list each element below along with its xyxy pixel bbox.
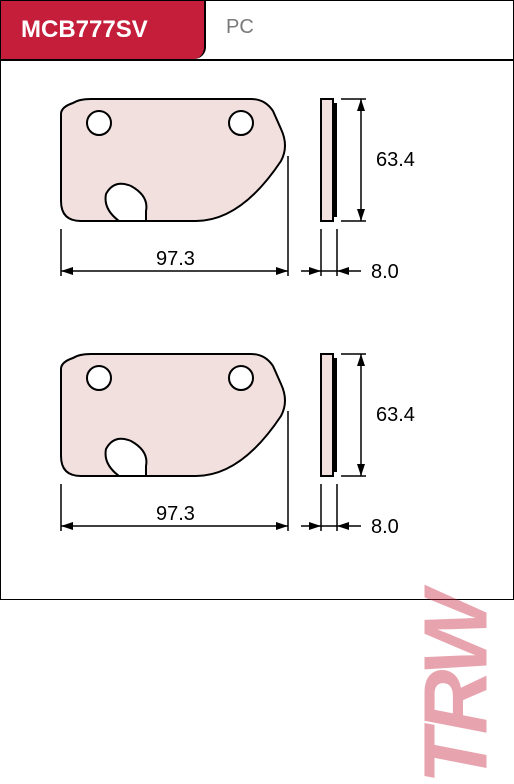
pad1-thickness-dimension: 8.0 <box>301 229 399 283</box>
technical-drawing: 63.4 97.3 8.0 <box>1 61 514 601</box>
pad2-front-view <box>61 354 285 476</box>
header: MCB777SV PC <box>1 1 513 61</box>
diagram-area: TRW 63.4 <box>1 61 513 601</box>
pad2-thickness-label: 8.0 <box>371 516 399 538</box>
pad1-height-dimension: 63.4 <box>341 99 415 221</box>
category-label: PC <box>206 1 274 59</box>
pad1-thickness-label: 8.0 <box>371 261 399 283</box>
pad2-width-label: 97.3 <box>156 503 195 525</box>
pad2-side-view <box>321 354 337 476</box>
pad1-front-view <box>61 99 285 221</box>
pad2-height-dimension: 63.4 <box>341 354 415 476</box>
product-code: MCB777SV <box>1 1 206 59</box>
pad2-thickness-dimension: 8.0 <box>301 484 399 538</box>
trw-watermark: TRW <box>405 596 508 784</box>
pad1-height-label: 63.4 <box>376 149 415 171</box>
pad2-height-label: 63.4 <box>376 404 415 426</box>
pad1-side-view <box>321 99 337 221</box>
pad1-width-label: 97.3 <box>156 248 195 270</box>
